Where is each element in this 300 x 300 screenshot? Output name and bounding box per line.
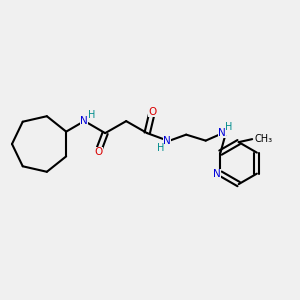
Text: O: O xyxy=(94,147,103,157)
Text: H: H xyxy=(88,110,95,119)
Text: N: N xyxy=(163,136,171,146)
Text: N: N xyxy=(80,116,88,126)
Text: O: O xyxy=(148,107,157,117)
Text: N: N xyxy=(218,128,226,138)
Text: H: H xyxy=(157,143,164,153)
Text: N: N xyxy=(213,169,221,178)
Text: CH₃: CH₃ xyxy=(255,134,273,144)
Text: H: H xyxy=(225,122,232,131)
